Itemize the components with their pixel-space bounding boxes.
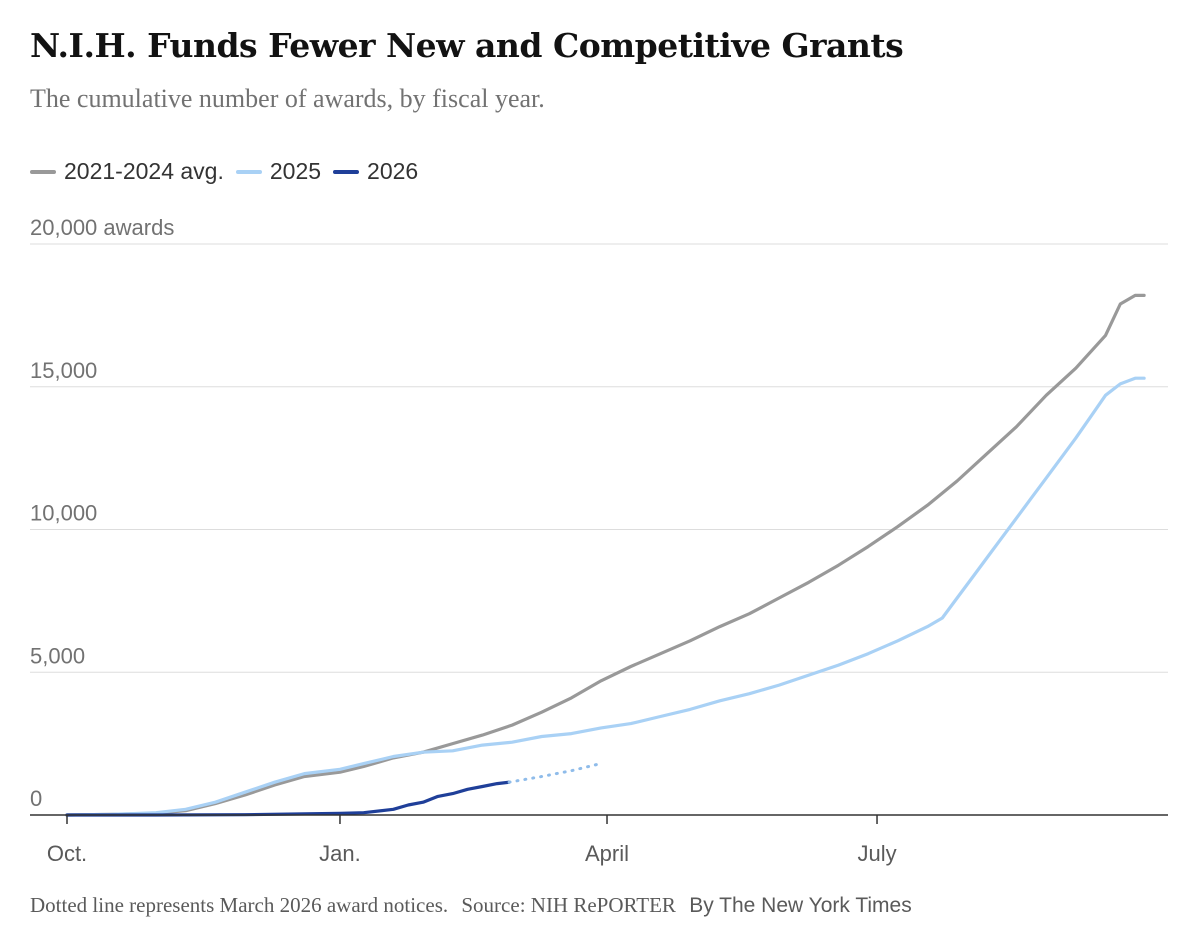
y-tick-label: 10,000 — [30, 501, 97, 526]
y-tick-label: 5,000 — [30, 643, 85, 668]
series-line-2025 — [65, 376, 1146, 817]
x-tick-label: July — [857, 841, 896, 866]
chart-footer: Dotted line represents March 2026 award … — [30, 893, 920, 918]
legend-item-2026: 2026 — [333, 158, 418, 185]
chart-subtitle: The cumulative number of awards, by fisc… — [30, 84, 545, 113]
legend-label-2026: 2026 — [367, 158, 419, 184]
y-tick-label: 20,000 awards — [30, 215, 174, 240]
legend-label-2025: 2025 — [269, 158, 322, 184]
x-tick-label: April — [585, 841, 629, 866]
legend-swatch-2025 — [235, 169, 262, 174]
footer-note: Dotted line represents March 2026 award … — [30, 893, 449, 917]
footer-source: Source: NIH RePORTER — [461, 893, 676, 917]
legend-swatch-avg — [30, 169, 56, 174]
x-tick-label: Oct. — [47, 841, 87, 866]
x-tick-label: Jan. — [319, 841, 361, 866]
series-line-dotted-2026 — [507, 762, 600, 784]
legend-item-2025: 2025 — [235, 158, 322, 185]
line-chart: 0 5,000 10,000 15,000 20,000 awards Oct. Jan. A… — [30, 215, 1168, 866]
footer-byline: By The New York Times — [689, 894, 912, 917]
legend-item-avg: 2021-2024 avg. — [30, 158, 224, 185]
legend-swatch-2026 — [333, 169, 360, 174]
chart-legend: 2021-2024 avg. 2025 2026 — [30, 158, 430, 185]
y-tick-label: 0 — [30, 786, 42, 811]
series-line-2026 — [65, 780, 511, 817]
y-tick-label: 15,000 — [30, 358, 97, 383]
series-line-avg — [65, 293, 1146, 817]
chart-title: N.I.H. Funds Fewer New and Competitive G… — [30, 26, 904, 65]
legend-label-avg: 2021-2024 avg. — [64, 158, 224, 184]
